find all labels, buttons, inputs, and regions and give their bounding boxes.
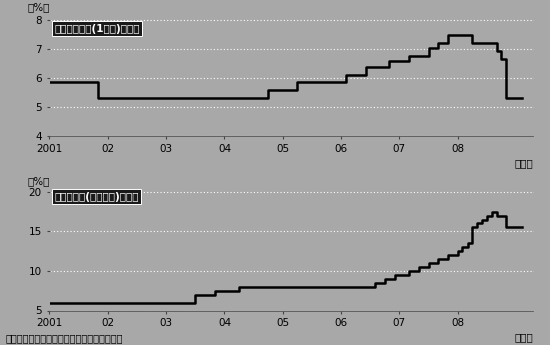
Text: （年）: （年）	[515, 158, 534, 168]
Text: （%）: （%）	[28, 177, 50, 187]
Text: （年）: （年）	[515, 333, 534, 343]
Text: （%）: （%）	[28, 2, 50, 12]
Text: 預金準備率(大手銀行)の推移: 預金準備率(大手銀行)の推移	[54, 191, 139, 201]
Text: 貸出基準金利(1年物)の推移: 貸出基準金利(1年物)の推移	[54, 23, 140, 33]
Text: （出所）中国人民銀行データを基に筆者作成: （出所）中国人民銀行データを基に筆者作成	[6, 333, 123, 343]
